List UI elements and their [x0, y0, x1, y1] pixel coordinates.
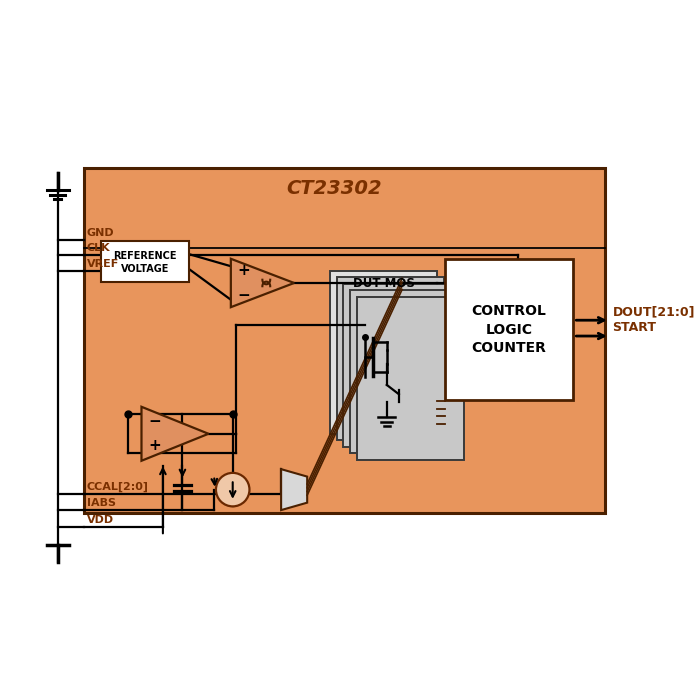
Text: VDD: VDD [87, 515, 113, 525]
Text: VOLTAGE: VOLTAGE [120, 264, 169, 274]
Text: CONTROL: CONTROL [472, 304, 547, 318]
Bar [445, 259, 573, 400]
Polygon shape [281, 469, 307, 510]
Text: +: + [237, 263, 251, 279]
Text: CT23302: CT23302 [286, 179, 382, 199]
Text: GND: GND [87, 228, 114, 238]
Text: IABS: IABS [87, 498, 116, 508]
Text: −: − [237, 288, 251, 302]
Text: REFERENCE: REFERENCE [113, 251, 176, 261]
Bar [356, 297, 463, 460]
Text: START: START [612, 321, 657, 334]
Text: CLK: CLK [87, 243, 110, 253]
Text: DOUT[21:0]: DOUT[21:0] [612, 305, 695, 318]
Text: LOGIC: LOGIC [486, 323, 533, 337]
Bar [84, 169, 605, 513]
Polygon shape [141, 407, 209, 461]
Text: VREF: VREF [87, 259, 119, 269]
Text: CCAL[2:0]: CCAL[2:0] [87, 482, 148, 492]
Bar [330, 271, 438, 434]
Text: −: − [148, 414, 161, 429]
Bar [101, 241, 189, 282]
Bar [350, 290, 457, 454]
Polygon shape [231, 259, 294, 307]
Text: +: + [148, 438, 161, 454]
Circle shape [216, 473, 249, 506]
Text: COUNTER: COUNTER [472, 341, 547, 355]
Bar [337, 277, 444, 440]
Bar [344, 284, 451, 447]
Text: DUT MOS: DUT MOS [353, 277, 415, 290]
